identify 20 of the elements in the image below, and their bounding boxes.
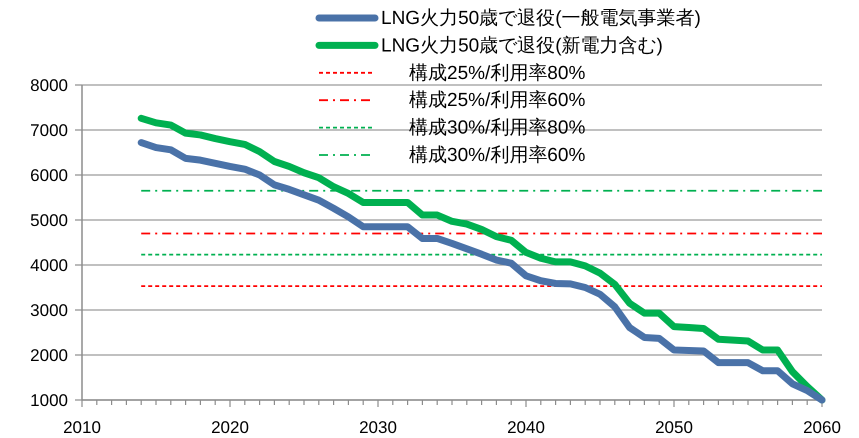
x-tick-label: 2040 xyxy=(507,418,545,437)
legend-label: 構成25%/利用率60% xyxy=(409,88,586,111)
legend-label: LNG火力50歳で退役(新電力含む) xyxy=(381,34,663,56)
legend-label: 構成30%/利用率80% xyxy=(409,116,586,138)
y-tick-label: 1000 xyxy=(30,390,68,410)
legend-label: LNG火力50歳で退役(一般電気事業者) xyxy=(381,8,701,28)
y-tick-label: 5000 xyxy=(30,210,68,230)
x-tick-label: 2010 xyxy=(63,418,101,437)
legend-label: 構成25%/利用率80% xyxy=(409,61,586,84)
y-tick-label: 2000 xyxy=(30,346,68,364)
x-tick-label: 2060 xyxy=(803,418,841,437)
x-tick-label: 2030 xyxy=(359,418,397,437)
legend-label: 構成30%/利用率60% xyxy=(409,144,586,166)
x-tick-label: 2050 xyxy=(655,418,693,437)
y-tick-label: 4000 xyxy=(30,256,68,274)
y-tick-label: 3000 xyxy=(30,300,68,320)
y-tick-label: 6000 xyxy=(30,166,68,184)
x-tick-label: 2020 xyxy=(211,418,249,437)
y-tick-label: 7000 xyxy=(30,120,68,140)
y-tick-label: 8000 xyxy=(30,76,68,94)
